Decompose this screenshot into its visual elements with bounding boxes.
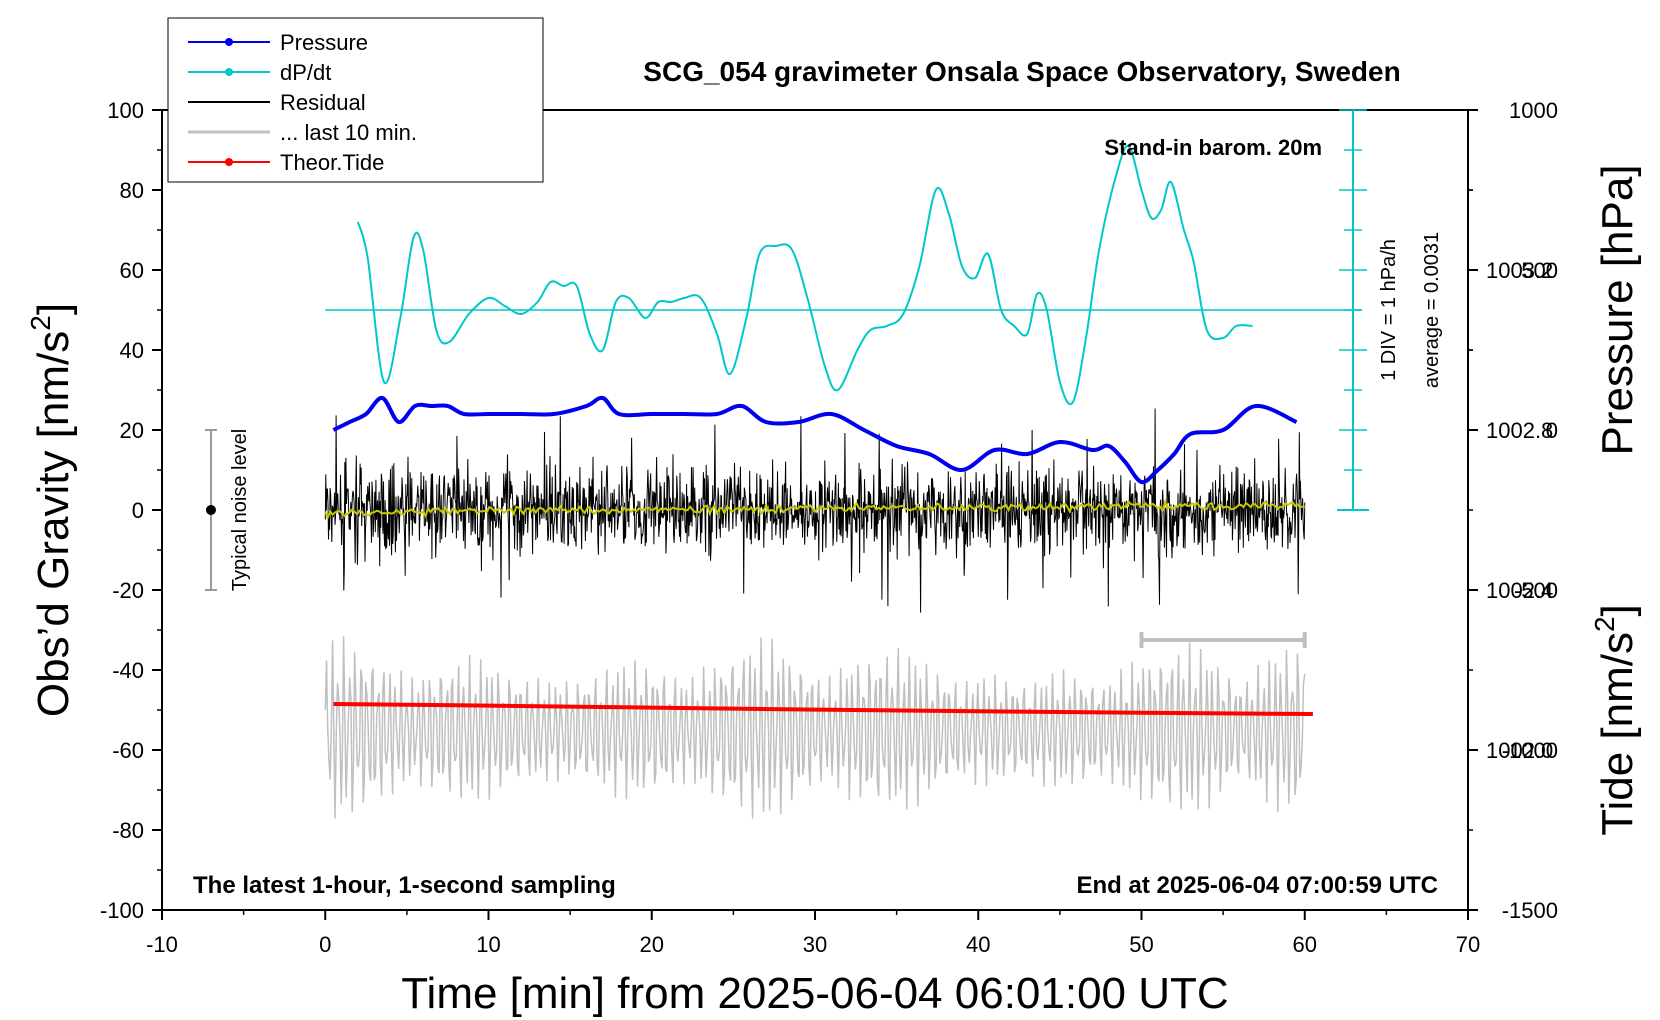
y-axis-title-tide-sup: 2 [1589,616,1620,632]
pressure-tick-label: 1003.2 [1486,258,1553,283]
legend-label: Theor.Tide [280,150,384,175]
series-layer [204,109,1369,819]
x-axis-title: Time [min] from 2025-06-04 06:01:00 UTC [401,969,1228,1018]
pressure-line [332,395,1298,485]
x-tick-label: 0 [319,932,331,957]
div-label: 1 DIV = 1 hPa/h [1378,239,1400,381]
y-tick-label: -100 [100,898,144,923]
x-tick-label: 20 [640,932,664,957]
x-tick-label: 10 [476,932,500,957]
y-axis-title-tide-end: ] [1593,604,1642,616]
legend-marker [225,158,233,166]
y-tick-label: 60 [120,258,144,283]
x-tick-label: 50 [1129,932,1153,957]
tide-tick-label: 500 [1521,258,1558,283]
chart-title: SCG_054 gravimeter Onsala Space Observat… [643,56,1400,87]
y-tick-label: 80 [120,178,144,203]
y-axis-title-tide-main: Tide [nm/s [1593,632,1642,836]
y-tick-label: -40 [112,658,144,683]
legend-marker [225,38,233,46]
y-axis-title-left: Obs’d Gravity [nm/s2] [25,303,78,717]
legend-label: dP/dt [280,60,331,85]
y-axis-title-left-sup: 2 [25,315,56,331]
bottom-left-note: The latest 1-hour, 1-second sampling [193,872,616,899]
tide-tick-label: 0 [1546,418,1558,443]
tide-tick-label: -1500 [1502,898,1558,923]
legend-label: Pressure [280,30,368,55]
legend: Pressure dP/dt Residual ... last 10 min. The… [167,17,544,183]
y-axis-title-pressure: Pressure [hPa] [1593,164,1642,455]
y-axis-title-tide: Tide [nm/s2] [1589,604,1642,836]
axis-ticks [152,109,1478,920]
x-tick-label: 70 [1456,932,1480,957]
tide-tick-label: -1000 [1502,738,1558,763]
y-tick-label: 100 [107,98,144,123]
tide-tick-label: -500 [1514,578,1558,603]
tide-tick-label: 1000 [1509,98,1558,123]
residual-smoothed-line [324,498,1305,521]
x-tick-label: 30 [803,932,827,957]
theor-tide-line [333,702,1313,716]
pressure-tick-label: 1002.4 [1486,578,1553,603]
y-tick-label: 20 [120,418,144,443]
y-tick-label: 40 [120,338,144,363]
legend-label: Residual [280,90,366,115]
y-axis-title-left-end: ] [29,303,78,315]
y-tick-label: -60 [112,738,144,763]
last-10-min-line [324,636,1306,819]
tick-labels: -10 0 10 20 30 40 50 60 70-100-80-60-40-20020406… [100,98,1558,957]
noise-bar-dot [205,505,216,515]
legend-marker [225,68,233,76]
average-label: average = 0.0031 [1421,232,1443,388]
bottom-right-note: End at 2025-06-04 07:00:59 UTC [1077,872,1439,899]
x-tick-label: -10 [146,932,178,957]
y-tick-label: -20 [112,578,144,603]
noise-level-label: Typical noise level [229,429,251,591]
x-tick-label: 60 [1293,932,1317,957]
legend-label: ... last 10 min. [280,120,417,145]
y-axis-title-left-main: Obs’d Gravity [nm/s [29,331,78,717]
pressure-tick-label: 1002.0 [1486,738,1553,763]
y-tick-label: -80 [112,818,144,843]
barometer-note: Stand-in barom. 20m [1104,135,1322,160]
x-tick-label: 40 [966,932,990,957]
pressure-tick-label: 1002.8 [1486,418,1553,443]
dpdt-line [356,144,1253,406]
y-tick-label: 0 [132,498,144,523]
